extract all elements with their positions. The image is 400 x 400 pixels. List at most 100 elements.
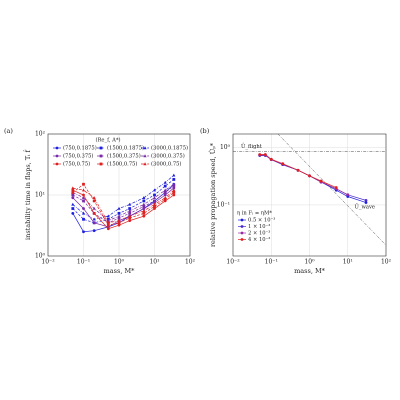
marker — [71, 196, 75, 200]
marker — [92, 206, 96, 210]
marker — [82, 230, 85, 234]
marker — [117, 214, 121, 218]
marker — [92, 211, 96, 215]
x-tick-label: 10² — [185, 259, 196, 266]
series-line — [72, 187, 175, 224]
marker — [117, 206, 121, 210]
marker — [128, 214, 132, 218]
marker — [99, 162, 103, 166]
marker — [152, 202, 157, 206]
x-tick-label: 10¹ — [149, 259, 159, 266]
marker — [153, 207, 156, 210]
y-tick-label: 10² — [35, 131, 46, 138]
legend-label: (750,0.1875) — [63, 145, 97, 152]
marker — [153, 199, 156, 203]
panel-label: (a) — [4, 127, 13, 135]
marker — [82, 217, 85, 221]
legend-title: η in Fₗ = ηM* — [237, 211, 272, 217]
marker — [106, 223, 110, 227]
marker — [92, 196, 96, 199]
marker — [153, 193, 156, 197]
marker — [143, 146, 147, 150]
y-tick-label: 10⁰ — [35, 253, 46, 260]
marker — [55, 146, 59, 150]
marker — [142, 202, 146, 206]
marker — [117, 221, 121, 225]
legend-label: (3000,0.375) — [151, 153, 185, 160]
marker — [296, 168, 300, 172]
legend-label: 0.5 × 10⁻³ — [248, 218, 275, 224]
legend-label: 2 × 10⁻³ — [248, 231, 270, 237]
marker — [172, 173, 176, 177]
y-tick-label: 10⁻¹ — [217, 201, 230, 208]
x-tick-label: 10⁻² — [226, 259, 240, 266]
marker — [143, 154, 147, 158]
marker — [117, 223, 121, 227]
marker — [81, 188, 86, 192]
reference-label: Û_flight — [241, 142, 263, 150]
marker — [82, 207, 85, 210]
marker — [153, 205, 156, 208]
marker — [334, 186, 338, 189]
x-tick-label: 10⁰ — [114, 259, 125, 266]
marker — [163, 196, 167, 199]
marker — [319, 179, 323, 183]
legend-label: (3000,0.1875) — [151, 145, 188, 152]
y-tick-label: 10⁰ — [220, 144, 231, 151]
marker — [81, 196, 86, 199]
marker — [142, 205, 146, 208]
marker — [82, 182, 85, 186]
marker — [106, 214, 110, 218]
series-line — [72, 189, 175, 230]
y-tick-label: 10¹ — [35, 192, 45, 199]
marker — [143, 162, 147, 166]
marker — [71, 188, 75, 192]
legend-label: (3000,0.75) — [151, 161, 181, 168]
marker — [92, 229, 96, 233]
marker — [240, 218, 244, 222]
marker — [106, 221, 110, 225]
marker — [163, 191, 167, 194]
marker — [117, 218, 121, 222]
legend-label: (750,0.75) — [63, 161, 90, 168]
marker — [71, 211, 75, 215]
marker — [142, 199, 146, 203]
x-tick-label: 10² — [381, 259, 392, 266]
marker — [99, 154, 103, 158]
series-line — [72, 183, 175, 222]
series-line — [72, 179, 175, 224]
marker — [364, 201, 368, 204]
panel-label: (b) — [200, 127, 210, 135]
marker — [117, 211, 121, 215]
marker — [152, 188, 157, 192]
marker — [71, 193, 75, 197]
marker — [142, 209, 146, 213]
marker — [142, 196, 146, 199]
marker — [364, 198, 368, 202]
legend-label: (1500,0.1875) — [107, 145, 144, 152]
marker — [71, 207, 75, 210]
marker — [163, 197, 167, 201]
marker — [172, 191, 176, 194]
legend-label: (750,0.375) — [63, 153, 93, 160]
legend-label: (1500,0.375) — [107, 153, 141, 160]
marker — [117, 216, 121, 220]
marker — [269, 157, 273, 161]
marker — [172, 182, 176, 186]
marker — [281, 162, 285, 166]
marker — [82, 199, 85, 203]
marker — [142, 211, 146, 215]
marker — [172, 178, 176, 181]
marker — [92, 199, 96, 203]
marker — [71, 202, 75, 206]
marker — [55, 154, 59, 158]
marker — [172, 193, 176, 197]
marker — [240, 231, 244, 235]
x-tick-label: 10⁻² — [41, 259, 55, 266]
marker — [81, 211, 86, 215]
marker — [163, 180, 167, 184]
plot-frame — [47, 133, 191, 257]
legend-label: (1500,0.75) — [107, 161, 137, 168]
marker — [92, 217, 96, 221]
